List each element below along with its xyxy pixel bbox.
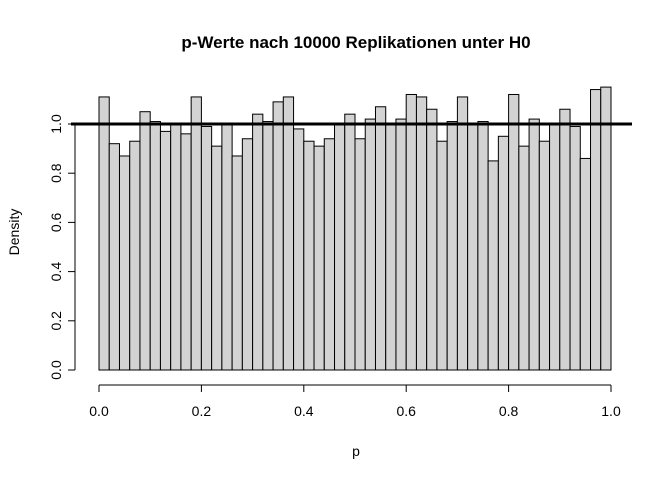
histogram-bar [190,96,202,371]
histogram-bar [374,106,387,371]
y-tick-label: 0.0 [48,360,64,380]
y-tick-label: 0.6 [48,212,64,232]
histogram-bar [293,128,305,371]
histogram-bar [518,145,530,371]
histogram-bar [149,121,161,371]
histogram-bar [415,96,428,371]
histogram-bar [323,138,336,371]
histogram-bar [129,140,141,371]
y-tick-label: 0.4 [48,262,64,282]
histogram-bar [549,123,561,371]
x-tick-label: 0.8 [499,403,519,419]
histogram-bar [334,123,346,371]
histogram-bar [231,155,243,371]
histogram-bar [405,93,417,371]
x-tick-label: 0.0 [89,403,109,419]
histogram-bar [282,96,295,371]
histogram-bar [436,140,448,371]
histogram-bar [456,96,469,371]
histogram-bar [426,108,438,371]
histogram-bar [139,111,151,371]
y-axis-label: Density [6,209,22,256]
histogram-bar [497,135,510,371]
y-tick-label: 0.2 [48,311,64,331]
histogram-bar [313,145,325,371]
histogram-bar [600,86,612,371]
histogram-bar [487,160,499,371]
histogram-bar [241,138,254,371]
histogram-bar [538,140,551,371]
histogram-bar [395,118,407,371]
histogram-bar [569,125,581,371]
histogram-bar [446,121,458,371]
histogram-bar [508,93,520,371]
x-tick-label: 0.6 [396,403,416,419]
y-axis: 0.0 0.2 0.4 0.6 0.8 1.0 [48,114,76,380]
histogram-bar [200,125,213,371]
histogram-bar [467,123,479,371]
histogram-bar [118,155,131,371]
histogram-bar [252,113,264,371]
x-axis-label: p [352,443,360,459]
histogram-bar [477,121,489,371]
histogram-bar [579,157,592,371]
x-tick-label: 0.2 [192,403,212,419]
histogram-bar [170,123,182,371]
chart-title: p-Werte nach 10000 Replikationen unter H… [181,33,530,52]
histogram-bar [211,145,223,371]
histogram-bars [98,86,612,371]
histogram-bar [221,123,233,371]
histogram-bar [108,143,120,371]
histogram-bar [559,108,571,371]
histogram-bar [303,140,315,371]
histogram-bar [590,89,602,371]
histogram-bar [528,118,540,371]
histogram-bar [262,121,274,371]
histogram-bar [98,96,110,371]
histogram-bar [159,130,172,371]
x-axis: 0.0 0.2 0.4 0.6 0.8 1.0 [89,384,621,419]
y-tick-label: 0.8 [48,163,64,183]
histogram-bar [272,101,284,371]
x-tick-label: 1.0 [601,403,621,419]
x-tick-label: 0.4 [294,403,314,419]
histogram-bar [354,138,366,371]
histogram-bar [344,113,356,371]
histogram-bar [180,133,192,371]
histogram-bar [385,123,397,371]
y-tick-label: 1.0 [48,114,64,134]
histogram-bar [364,118,376,371]
